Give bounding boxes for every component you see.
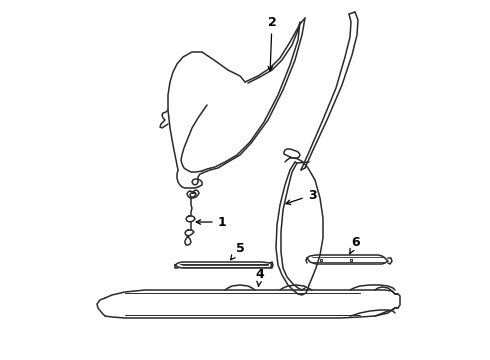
Text: 3: 3 <box>286 189 317 204</box>
Text: 5: 5 <box>231 242 245 260</box>
Text: 4: 4 <box>256 267 265 286</box>
Text: 6: 6 <box>350 235 360 254</box>
Text: 1: 1 <box>196 216 226 229</box>
Text: 2: 2 <box>268 15 276 71</box>
